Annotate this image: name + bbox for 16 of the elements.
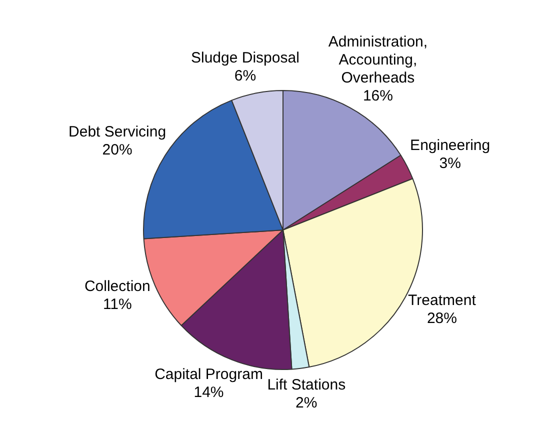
data-label: 3% bbox=[439, 155, 461, 172]
data-label: 2% bbox=[296, 394, 318, 412]
data-label: 6% bbox=[234, 68, 256, 85]
slice-label: Sludge Disposal bbox=[191, 50, 300, 67]
data-label: 20% bbox=[102, 141, 132, 158]
slice-label: Lift Stations bbox=[267, 376, 346, 394]
data-label: 11% bbox=[102, 296, 132, 313]
data-label: 28% bbox=[426, 310, 457, 327]
slice-label: Treatment bbox=[408, 292, 477, 309]
slice-label: Engineering bbox=[410, 137, 490, 154]
slice-label: Collection bbox=[84, 278, 150, 295]
data-label: 14% bbox=[194, 384, 224, 402]
slice-label: Debt Servicing bbox=[68, 123, 166, 140]
data-label: 16% bbox=[362, 87, 393, 104]
slice-label: Administration, Accounting, Overheads bbox=[328, 33, 428, 86]
slice-label: Capital Program bbox=[154, 366, 263, 384]
